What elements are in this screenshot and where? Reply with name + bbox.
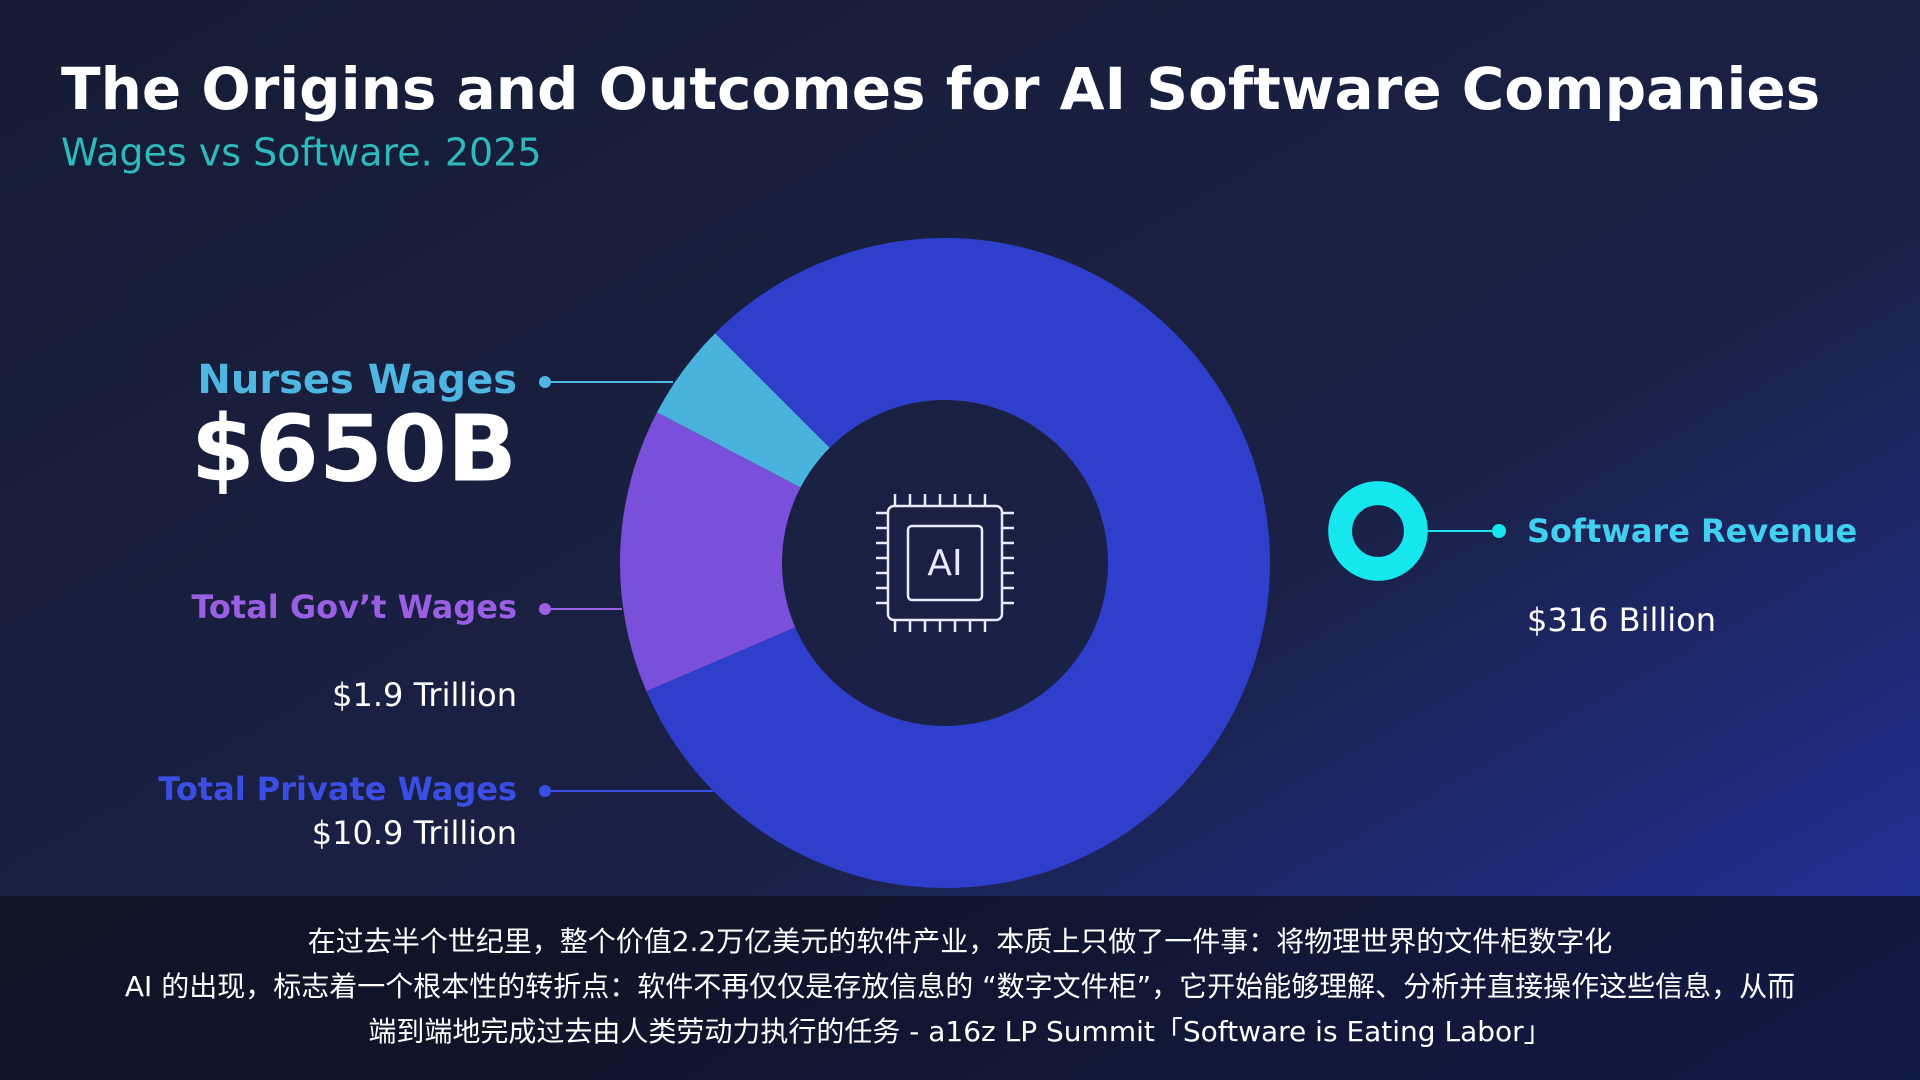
caption-line: 在过去半个世纪里，整个价值2.2万亿美元的软件产业，本质上只做了一件事：将物理世… bbox=[308, 925, 1613, 958]
value-label: $650B bbox=[191, 395, 517, 502]
donut-segment bbox=[620, 412, 801, 692]
category-label: Total Private Wages bbox=[158, 770, 517, 808]
center-label: AI bbox=[927, 543, 962, 584]
captions: 在过去半个世纪里，整个价值2.2万亿美元的软件产业，本质上只做了一件事：将物理世… bbox=[125, 925, 1795, 1048]
donut bbox=[620, 238, 1270, 888]
chart-subtitle: Wages vs Software. 2025 bbox=[61, 131, 542, 175]
value-label: $1.9 Trillion bbox=[332, 676, 517, 714]
comparison-value-label: $316 Billion bbox=[1527, 601, 1716, 639]
value-label: $10.9 Trillion bbox=[312, 814, 517, 852]
caption-band bbox=[0, 896, 1920, 1080]
category-label: Total Gov’t Wages bbox=[191, 588, 517, 626]
ai-chip-icon bbox=[876, 494, 1014, 632]
caption-line: 端到端地完成过去由人类劳动力执行的任务 - a16z LP Summit「Sof… bbox=[368, 1015, 1551, 1048]
comparison-label: Software Revenue bbox=[1527, 512, 1857, 550]
caption-line: AI 的出现，标志着一个根本性的转折点：软件不再仅仅是存放信息的 “数字文件柜”… bbox=[125, 970, 1795, 1003]
donut-segment bbox=[656, 333, 830, 488]
comparison-ring bbox=[1328, 481, 1428, 581]
donut-segment bbox=[646, 238, 1270, 888]
leader-dot bbox=[1492, 524, 1506, 538]
category-label: Nurses Wages bbox=[197, 357, 517, 403]
chart-title: The Origins and Outcomes for AI Software… bbox=[61, 55, 1820, 123]
